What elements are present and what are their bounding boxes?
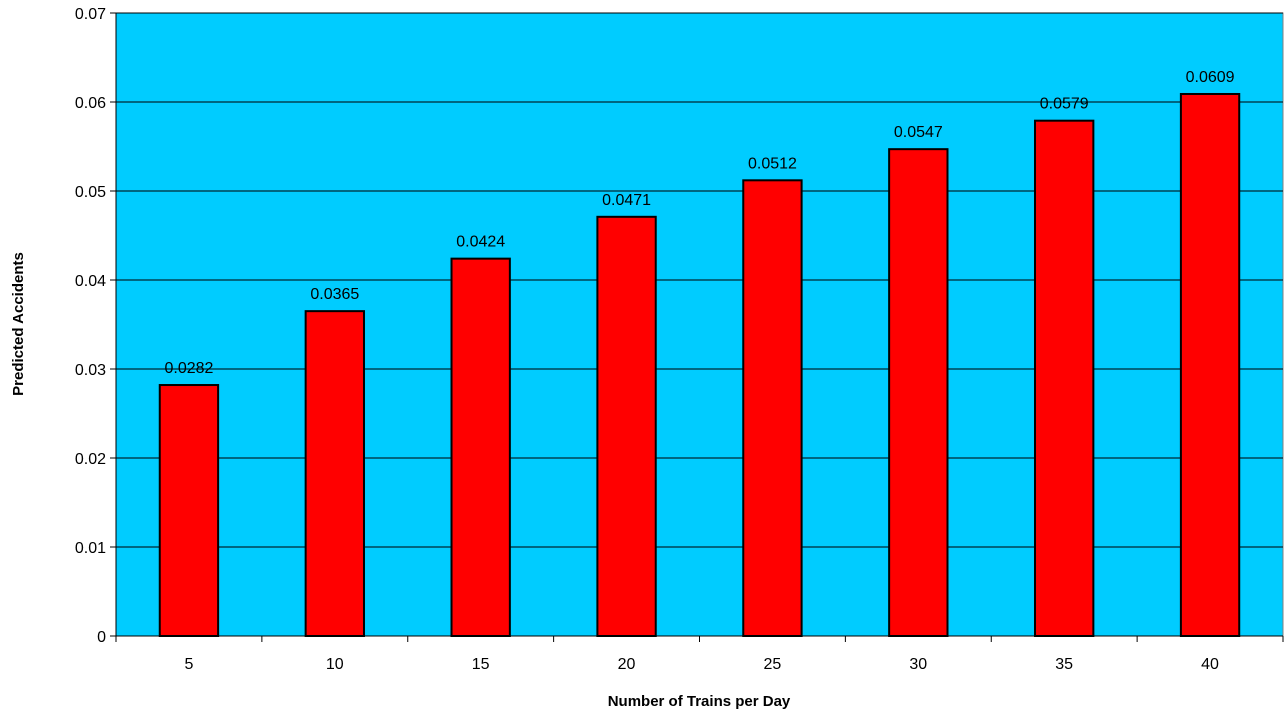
data-label-40: 0.0609: [1186, 69, 1235, 86]
x-tick-label: 20: [618, 656, 636, 673]
y-tick-label: 0.03: [75, 362, 106, 379]
y-tick-label: 0.02: [75, 451, 106, 468]
plot-area: [115, 12, 1284, 637]
bars: [158, 92, 1241, 638]
y-tick-label: 0.01: [75, 540, 106, 557]
bar-25: [742, 179, 803, 637]
data-label-35: 0.0579: [1040, 96, 1089, 113]
x-axis-title: Number of Trains per Day: [608, 693, 791, 710]
data-label-30: 0.0547: [894, 124, 943, 141]
bar-40: [1179, 92, 1241, 638]
y-axis-title: Predicted Accidents: [10, 252, 27, 396]
data-label-5: 0.0282: [164, 360, 213, 377]
bar-30: [888, 148, 949, 637]
y-tick-label: 0.05: [75, 184, 106, 201]
y-axis-ticks: 0 0.01 0.02 0.03 0.04 0.05 0.06 0.07: [75, 6, 116, 646]
x-tick-label: 5: [184, 656, 193, 673]
bar-10: [304, 310, 365, 637]
x-tick-label: 15: [472, 656, 490, 673]
data-label-25: 0.0512: [748, 155, 797, 172]
x-axis-ticks: 5 10 15 20 25 30 35 40: [115, 636, 1284, 673]
y-tick-label: 0.04: [75, 273, 106, 290]
bar-35: [1034, 119, 1095, 637]
y-tick-label: 0: [97, 629, 106, 646]
x-tick-label: 25: [764, 656, 782, 673]
y-tick-label: 0.06: [75, 95, 106, 112]
data-label-20: 0.0471: [602, 192, 651, 209]
x-tick-label: 40: [1201, 656, 1219, 673]
bar-15: [450, 257, 511, 637]
x-tick-label: 35: [1055, 656, 1073, 673]
bar-20: [596, 215, 657, 637]
x-tick-label: 10: [326, 656, 344, 673]
data-label-10: 0.0365: [310, 286, 359, 303]
data-label-15: 0.0424: [456, 234, 505, 251]
y-tick-label: 0.07: [75, 6, 106, 23]
bar-5: [158, 384, 220, 637]
x-tick-label: 30: [909, 656, 927, 673]
data-labels: 0.0282 0.0365 0.0424 0.0471 0.0512 0.0547 0.05…: [164, 69, 1234, 377]
